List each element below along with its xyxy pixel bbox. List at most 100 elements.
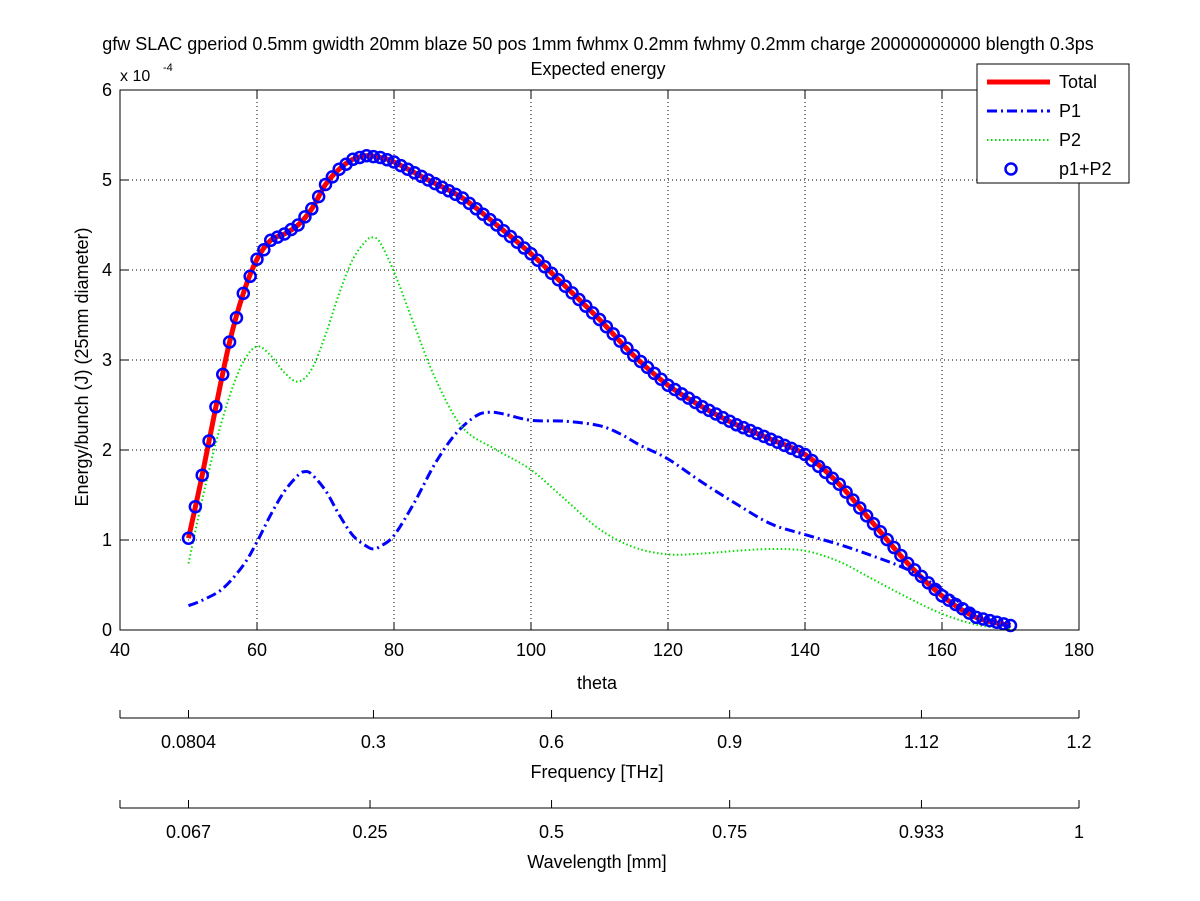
x-tick-labels: 40 60 80 100 120 140 160 180 xyxy=(110,640,1094,660)
legend: Total P1 P2 p1+P2 xyxy=(976,63,1130,184)
series-p1-p2 xyxy=(181,148,1018,633)
data-point xyxy=(866,517,881,531)
data-point xyxy=(572,292,586,307)
data-point xyxy=(353,150,367,165)
data-point xyxy=(969,610,983,625)
data-point xyxy=(414,169,429,184)
y-tick-label: 0 xyxy=(102,620,112,640)
data-point xyxy=(859,509,874,523)
data-point xyxy=(421,173,435,187)
data-point xyxy=(263,233,278,248)
y-exponent: x 10 -4 xyxy=(120,62,173,85)
data-point xyxy=(209,400,223,414)
x-tick-label: 160 xyxy=(927,640,957,660)
data-point xyxy=(387,155,401,169)
data-point xyxy=(579,299,593,313)
secondary-tick-label: 0.0804 xyxy=(161,732,216,752)
data-point xyxy=(366,149,381,164)
data-point xyxy=(435,180,449,194)
legend-item: P2 xyxy=(987,130,1081,150)
legend-label: P1 xyxy=(1059,101,1081,121)
data-point xyxy=(270,230,285,244)
data-point xyxy=(1003,618,1018,633)
data-point xyxy=(729,418,744,432)
secondary-tick-label: 0.25 xyxy=(353,822,388,842)
data-point xyxy=(407,166,422,180)
secondary-tick-label: 0.75 xyxy=(712,822,747,842)
y-exponent-base: x 10 xyxy=(120,68,150,85)
data-point xyxy=(359,148,374,163)
data-point xyxy=(250,252,264,266)
data-point xyxy=(188,499,203,514)
secondary-tick-label: 1.12 xyxy=(904,732,939,752)
y-tick-label: 6 xyxy=(102,80,112,100)
data-point xyxy=(428,176,442,191)
data-point xyxy=(305,202,319,216)
secondary-axis-2: 0.067 0.25 0.5 0.75 0.933 1 Wavelength [mm] xyxy=(119,800,1084,872)
data-point xyxy=(243,269,257,284)
data-point xyxy=(373,150,388,165)
data-point xyxy=(606,327,620,341)
x-tick-label: 140 xyxy=(790,640,820,660)
chart-subtitle: Expected energy xyxy=(530,59,665,79)
secondary-tick-label: 1.2 xyxy=(1066,732,1091,752)
data-point xyxy=(722,414,737,428)
legend-label: Total xyxy=(1059,72,1097,92)
secondary-tick-label: 0.6 xyxy=(539,732,564,752)
legend-item: Total xyxy=(987,72,1097,92)
data-point xyxy=(976,612,990,626)
x-tick-label: 120 xyxy=(653,640,683,660)
grid-lines xyxy=(120,90,1079,630)
data-point xyxy=(839,485,853,499)
data-point xyxy=(442,184,456,198)
secondary-tick-label: 0.933 xyxy=(899,822,944,842)
data-point xyxy=(832,477,846,491)
data-point xyxy=(565,286,579,300)
series-layer xyxy=(181,148,1018,633)
data-point xyxy=(743,423,757,438)
legend-marker xyxy=(1004,162,1018,176)
data-point xyxy=(236,286,251,301)
legend-items: Total P1 P2 p1+P2 xyxy=(987,72,1112,179)
data-point xyxy=(709,407,723,421)
legend-item: p1+P2 xyxy=(1004,159,1112,179)
chart-title: gfw SLAC gperiod 0.5mm gwidth 20mm blaze… xyxy=(102,34,1094,54)
legend-label: p1+P2 xyxy=(1059,159,1112,179)
data-point xyxy=(257,243,271,257)
data-point xyxy=(613,334,627,348)
x-tick-label: 80 xyxy=(384,640,404,660)
data-point xyxy=(791,444,805,459)
data-point xyxy=(318,177,333,192)
legend-item: P1 xyxy=(987,101,1081,121)
x-tick-label: 40 xyxy=(110,640,130,660)
y-axis-label: Energy/bunch (J) (25mm diameter) xyxy=(72,227,92,506)
data-point xyxy=(750,426,764,441)
y-tick-label: 1 xyxy=(102,530,112,550)
secondary-tick-label: 0.067 xyxy=(166,822,211,842)
data-point xyxy=(229,310,244,325)
data-point xyxy=(585,306,600,320)
data-point xyxy=(222,335,237,349)
data-point xyxy=(291,218,305,232)
secondary-tick-label: 1 xyxy=(1074,822,1084,842)
data-point xyxy=(887,540,901,555)
data-point xyxy=(346,152,360,167)
series-line-p1 xyxy=(187,410,1012,629)
data-point xyxy=(394,158,408,173)
plot-area-frame xyxy=(119,89,1080,631)
secondary-axis-label: Frequency [THz] xyxy=(530,762,663,782)
data-point xyxy=(325,170,340,184)
data-point xyxy=(592,312,607,327)
data-point xyxy=(736,420,751,435)
y-tick-label: 2 xyxy=(102,440,112,460)
data-point xyxy=(695,400,709,414)
data-point xyxy=(853,501,867,515)
data-point xyxy=(990,615,1004,630)
y-exponent-power: -4 xyxy=(163,62,173,74)
secondary-axis-1: 0.0804 0.3 0.6 0.9 1.12 1.2 Frequency [THz] xyxy=(119,710,1092,782)
data-point xyxy=(777,438,792,453)
data-point xyxy=(996,617,1011,631)
secondary-tick-label: 0.9 xyxy=(717,732,742,752)
